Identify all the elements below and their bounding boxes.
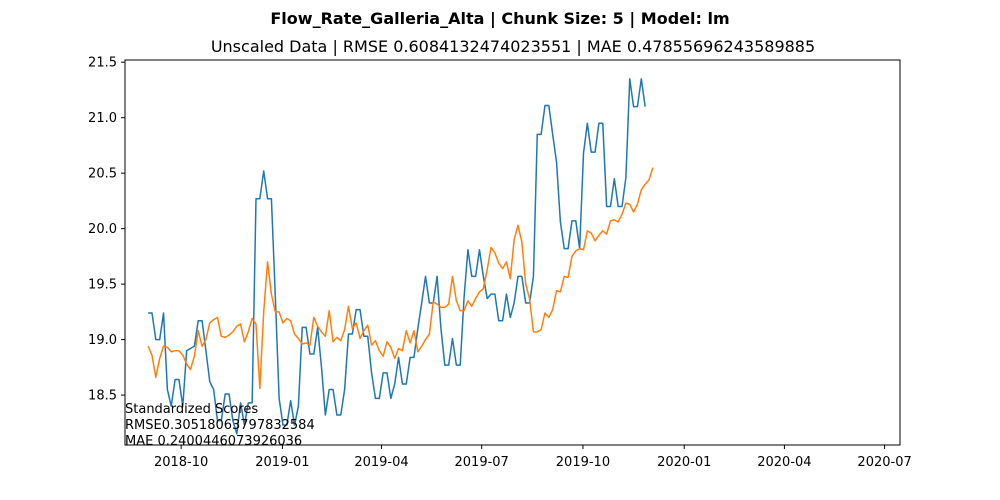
annotation-line-2: RMSE0.30518063797832584	[125, 418, 315, 433]
x-axis: 2018-10 2019-01 2019-04 2019-07 2019-10 2020-…	[154, 445, 912, 470]
x-tick-label: 2019-01	[255, 455, 309, 470]
y-tick-label: 21.5	[88, 56, 117, 71]
y-tick-label: 20.0	[88, 222, 117, 237]
series-line-2	[147, 167, 654, 390]
plot-frame	[124, 59, 901, 446]
series-layer	[147, 78, 654, 435]
y-axis: 18.5 19.0 19.5 20.0 20.5 21.0 21.5	[88, 56, 125, 404]
x-tick-label: 2020-07	[857, 455, 911, 470]
y-tick-label: 20.5	[88, 167, 117, 182]
x-tick-label: 2019-10	[556, 455, 610, 470]
annotation-line-1: Standardized Scores	[125, 402, 258, 417]
x-tick-label: 2018-10	[154, 455, 208, 470]
x-tick-label: 2020-01	[657, 455, 711, 470]
chart-title: Flow_Rate_Galleria_Alta | Chunk Size: 5 …	[270, 9, 729, 29]
y-tick-label: 21.0	[88, 111, 117, 126]
y-tick-label: 19.5	[88, 278, 117, 293]
y-tick-label: 18.5	[88, 389, 117, 404]
x-tick-label: 2019-04	[354, 455, 408, 470]
series-line-1	[148, 78, 646, 435]
x-tick-label: 2019-07	[455, 455, 509, 470]
y-tick-label: 19.0	[88, 333, 117, 348]
chart-subtitle: Unscaled Data | RMSE 0.6084132474023551 …	[211, 37, 815, 56]
x-tick-label: 2020-04	[757, 455, 811, 470]
annotation-line-3: MAE 0.2400446073926036	[125, 434, 302, 449]
